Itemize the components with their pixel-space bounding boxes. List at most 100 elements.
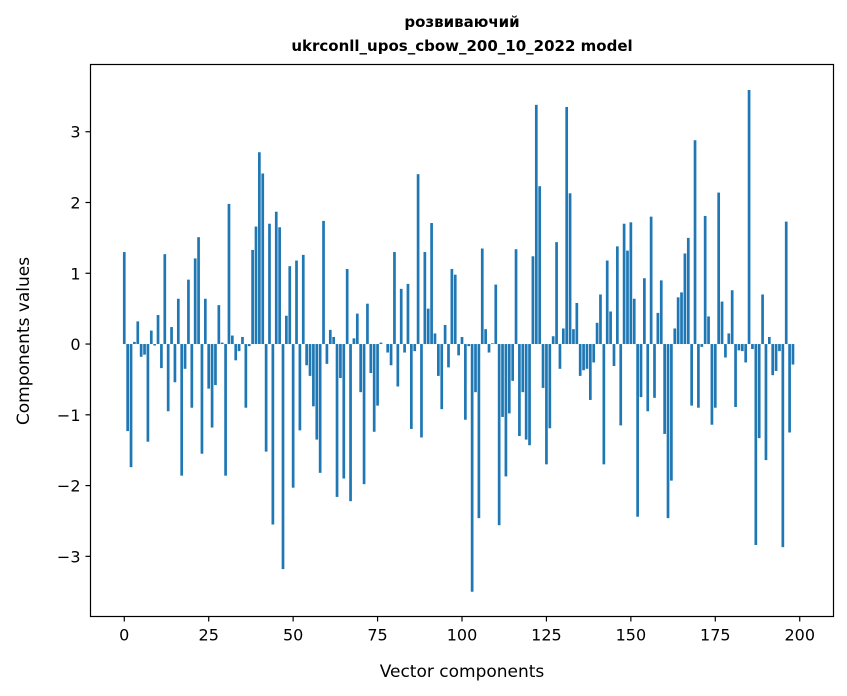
bar [187,279,190,345]
bar [673,328,677,345]
x-tick-label: 25 [199,626,219,645]
bar [514,249,518,345]
bar [345,269,349,345]
bar [261,173,265,345]
bar [440,344,444,410]
x-tick-label: 50 [283,626,303,645]
bar [477,344,481,519]
bar [622,223,626,345]
chart-title-line1: розвиваючий [404,13,519,31]
bar [264,344,268,452]
bar [359,344,363,393]
bar [528,344,531,446]
bar [690,344,693,406]
bar [774,344,778,371]
bar [453,274,457,345]
bar [697,344,700,408]
bar [518,344,521,437]
bar [720,301,724,345]
bar [757,344,761,439]
bar [389,344,393,366]
bar [734,344,737,408]
bar [605,260,609,345]
bar [467,344,471,347]
bar [251,249,254,345]
bar [447,344,450,368]
bar [457,344,460,356]
bar [207,344,211,389]
bar [578,344,582,376]
bar [139,344,143,357]
bar [592,344,596,363]
bar [545,344,548,465]
bar [663,344,666,434]
bar [210,344,214,428]
bar [484,329,487,345]
bar [247,344,251,347]
bar [203,298,207,345]
bar [143,344,146,355]
bar [639,344,643,398]
bar [271,344,275,525]
bar [612,344,616,366]
bar [531,256,535,345]
bar [197,237,200,345]
bar [301,254,305,345]
bar [575,302,579,345]
y-tick-label: −3 [57,547,81,566]
bar [305,344,308,366]
bar [126,344,129,432]
bar [649,216,653,345]
bar [258,152,261,345]
bar [511,344,515,381]
bar [416,174,420,345]
bar [700,344,704,347]
bar [318,344,322,473]
bar [224,344,227,476]
bar [274,211,278,345]
bar [200,344,204,454]
bar [788,344,791,433]
bar [349,344,352,502]
bar [703,215,707,345]
bar [680,292,683,345]
bar [376,344,379,406]
bar [730,290,734,345]
bar [372,344,376,432]
bar [176,298,180,345]
bar [494,284,498,345]
bar [474,344,477,393]
bar [342,344,346,479]
bar [339,344,342,379]
bar [595,322,599,345]
bar [409,344,413,429]
bar [548,344,552,429]
bar [632,298,636,345]
bar [707,316,710,345]
bar [332,336,336,345]
bar [784,221,788,345]
bar [561,328,565,345]
bar [423,252,427,345]
bar [754,344,758,546]
bar [555,242,558,345]
bar [281,344,285,570]
x-axis-ticks: 0 25 50 75 100 125 150 175 200 [119,616,815,645]
bar [369,344,373,374]
chart-title-line2: ukrconll_upos_cbow_200_10_2022 model [291,37,632,55]
bar [406,283,410,345]
bar [747,89,751,345]
bar [413,344,417,352]
bar [717,192,721,345]
bar [710,344,714,425]
bar [713,344,717,408]
bar [585,344,589,369]
bar [180,344,184,476]
y-axis-ticks: −3 −2 −1 0 1 2 3 [57,123,91,566]
bar [656,312,660,345]
bar [146,344,150,442]
bar [572,329,575,345]
bar [193,258,197,345]
bar [122,252,126,345]
bar [322,220,325,345]
